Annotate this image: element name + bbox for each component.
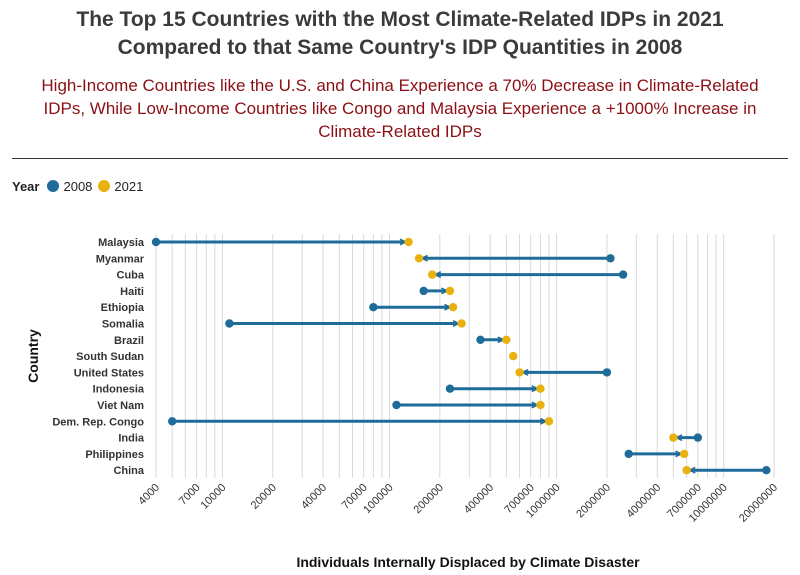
chart-rows: Malaysia Myanmar Cuba Haiti Ethiopia Somalia B…	[52, 237, 771, 477]
legend-label-2021: 2021	[114, 178, 144, 194]
y-tick-label: Viet Nam	[97, 400, 144, 412]
x-tick-label: 40000	[299, 482, 329, 512]
point-2021	[536, 384, 545, 393]
point-2008	[618, 270, 628, 279]
x-tick-label: 2000000	[574, 482, 613, 521]
y-tick-label: China	[113, 465, 144, 477]
subtitle-line-1: High-Income Countries like the U.S. and …	[41, 76, 759, 95]
point-2008	[606, 254, 615, 263]
point-2021	[414, 254, 424, 263]
point-2021	[679, 449, 689, 459]
x-tick-label: 20000000	[737, 482, 780, 525]
header-divider	[12, 158, 788, 159]
y-tick-label: United States	[74, 367, 144, 379]
y-tick-label: Ethiopia	[101, 302, 145, 314]
y-tick-label: Dem. Rep. Congo	[52, 416, 144, 428]
y-tick-label: Brazil	[114, 335, 144, 347]
point-2008	[151, 237, 161, 247]
point-2008	[419, 286, 428, 296]
x-tick-label: 4000000	[625, 482, 664, 521]
title-line-1: The Top 15 Countries with the Most Clima…	[76, 8, 724, 31]
legend-item-2021: 2021	[98, 179, 143, 194]
point-2021	[457, 319, 466, 328]
y-tick-label: Indonesia	[93, 384, 145, 396]
y-tick-label: Malaysia	[98, 237, 145, 249]
y-tick-label: Philippines	[85, 449, 144, 461]
y-tick-label: South Sudan	[76, 351, 144, 363]
point-2008	[602, 368, 612, 377]
legend-label-2008: 2008	[63, 178, 93, 194]
x-tick-label: 400000	[462, 482, 496, 516]
subtitle-line-2: IDPs, While Low-Income Countries like Co…	[43, 99, 757, 118]
y-tick-label: Haiti	[120, 286, 144, 298]
x-axis-label: Individuals Internally Displaced by Clim…	[296, 554, 640, 570]
point-2021	[544, 417, 554, 426]
point-2008	[167, 417, 177, 426]
y-axis-label: Country	[25, 329, 41, 383]
point-2021	[509, 351, 518, 361]
point-2021	[448, 303, 458, 312]
point-2008	[445, 384, 455, 393]
x-tick-label: 20000	[249, 482, 279, 512]
x-tick-label: 10000	[198, 482, 228, 512]
gridlines	[155, 234, 775, 478]
y-tick-label: Myanmar	[96, 253, 145, 265]
x-tick-label: 200000	[412, 482, 446, 516]
y-tick-label: India	[118, 433, 145, 445]
point-2008	[225, 319, 234, 328]
point-2021	[445, 286, 455, 296]
chart-title: The Top 15 Countries with the Most Clima…	[0, 6, 800, 62]
point-2008	[624, 449, 633, 459]
point-2021	[682, 466, 691, 475]
point-2021	[515, 368, 524, 377]
point-2008	[693, 433, 703, 442]
title-line-2: Compared to that Same Country's IDP Quan…	[117, 36, 683, 59]
legend: Year 2008 2021	[12, 177, 149, 195]
point-2021	[536, 400, 545, 410]
x-tick-label: 4000	[136, 482, 162, 508]
y-tick-label: Somalia	[102, 319, 145, 331]
y-tick-label: Cuba	[117, 270, 145, 282]
legend-item-2008: 2008	[47, 179, 92, 194]
point-2008	[369, 303, 378, 312]
point-2021	[428, 270, 437, 279]
point-2021	[502, 335, 511, 344]
point-2008	[476, 335, 485, 344]
legend-swatch-2021	[98, 180, 111, 192]
point-2021	[404, 237, 413, 247]
point-2008	[762, 466, 771, 475]
chart-subtitle: High-Income Countries like the U.S. and …	[0, 74, 800, 143]
legend-swatch-2008	[47, 180, 60, 192]
point-2008	[392, 400, 401, 410]
subtitle-line-3: Climate-Related IDPs	[318, 122, 482, 141]
legend-title: Year	[12, 178, 40, 194]
point-2021	[669, 433, 678, 442]
